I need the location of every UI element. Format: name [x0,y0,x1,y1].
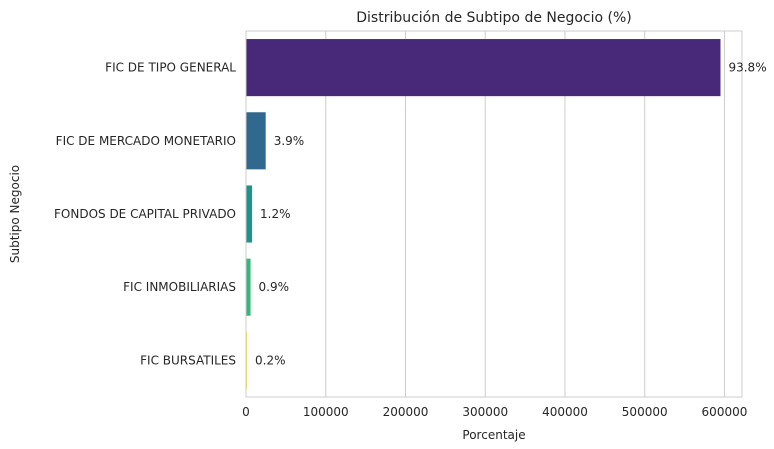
data-label: 0.2% [255,353,286,367]
x-tick-label: 400000 [542,405,588,419]
x-tick-label: 300000 [462,405,508,419]
x-tick-label: 600000 [702,405,748,419]
bars [246,39,721,389]
y-tick-label: FIC INMOBILIARIAS [123,280,236,294]
x-tick-label: 100000 [303,405,349,419]
data-label: 1.2% [260,207,291,221]
y-tick-label: FIC DE TIPO GENERAL [105,61,236,75]
x-tick-labels: 0 100000 200000 300000 400000 500000 600000 [242,405,747,419]
x-axis-label: Porcentaje [462,428,525,442]
y-tick-label: FONDOS DE CAPITAL PRIVADO [54,207,236,221]
data-label: 0.9% [259,280,290,294]
y-axis-label: Subtipo Negocio [8,165,22,263]
chart-title: Distribución de Subtipo de Negocio (%) [356,10,632,26]
bar [246,39,721,97]
data-label: 3.9% [274,134,305,148]
bar [246,331,248,389]
plot-frame [245,30,743,398]
y-tick-labels: FIC DE TIPO GENERAL FIC DE MERCADO MONETA… [54,61,236,368]
data-label: 93.8% [728,61,766,75]
x-tick-label: 200000 [383,405,429,419]
y-tick-label: FIC BURSATILES [140,353,236,367]
y-tick-label: FIC DE MERCADO MONETARIO [56,134,236,148]
bar [246,258,251,316]
x-tick-label: 500000 [622,405,668,419]
x-tick-label: 0 [242,405,250,419]
bar [246,112,266,170]
data-labels: 93.8% 3.9% 1.2% 0.9% 0.2% [255,61,767,368]
bar [246,185,253,243]
